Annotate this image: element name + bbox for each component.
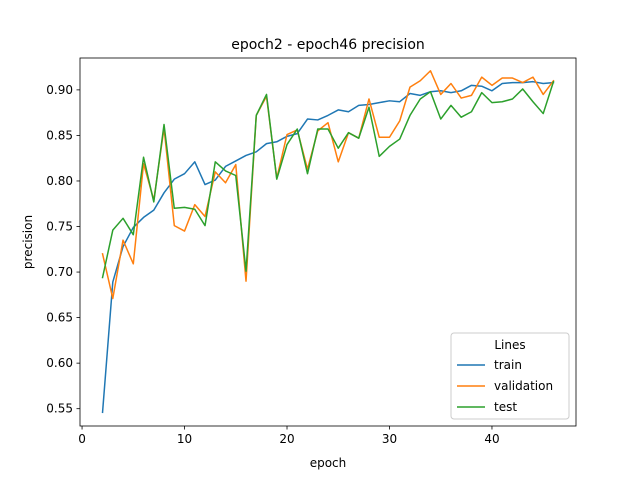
- legend-entries: train validation test: [457, 358, 553, 414]
- x-tick-label: 10: [177, 432, 192, 446]
- y-tick-label: 0.55: [46, 402, 73, 416]
- series-layer: [101, 70, 555, 414]
- chart-title: epoch2 - epoch46 precision: [231, 37, 425, 53]
- legend-label-validation: validation: [494, 379, 553, 393]
- x-tick-label: 20: [279, 432, 294, 446]
- legend-title: Lines: [494, 338, 525, 352]
- x-tick-label: 40: [484, 432, 499, 446]
- legend: Lines train validation test: [450, 332, 570, 420]
- x-axis-ticks: 0 10 20 30 40: [78, 426, 500, 446]
- x-axis-label: epoch: [310, 456, 347, 470]
- series-line-test: [101, 80, 555, 279]
- y-tick-label: 0.60: [46, 356, 73, 370]
- y-axis-ticks: 0.55 0.60 0.65 0.70 0.75 0.80 0.85 0.90: [46, 83, 80, 416]
- x-tick-label: 0: [78, 432, 86, 446]
- y-tick-label: 0.80: [46, 174, 73, 188]
- y-tick-label: 0.85: [46, 128, 73, 142]
- legend-box: [450, 332, 570, 420]
- y-tick-label: 0.70: [46, 265, 73, 279]
- legend-label-train: train: [494, 358, 522, 372]
- legend-label-test: test: [494, 400, 517, 414]
- y-tick-label: 0.90: [46, 83, 73, 97]
- x-tick-label: 30: [382, 432, 397, 446]
- plot-frame: [79, 57, 577, 427]
- series-line-train: [101, 80, 555, 414]
- y-axis-label: precision: [21, 215, 35, 269]
- y-tick-label: 0.75: [46, 220, 73, 234]
- y-tick-label: 0.65: [46, 311, 73, 325]
- series-line-validation: [101, 70, 555, 300]
